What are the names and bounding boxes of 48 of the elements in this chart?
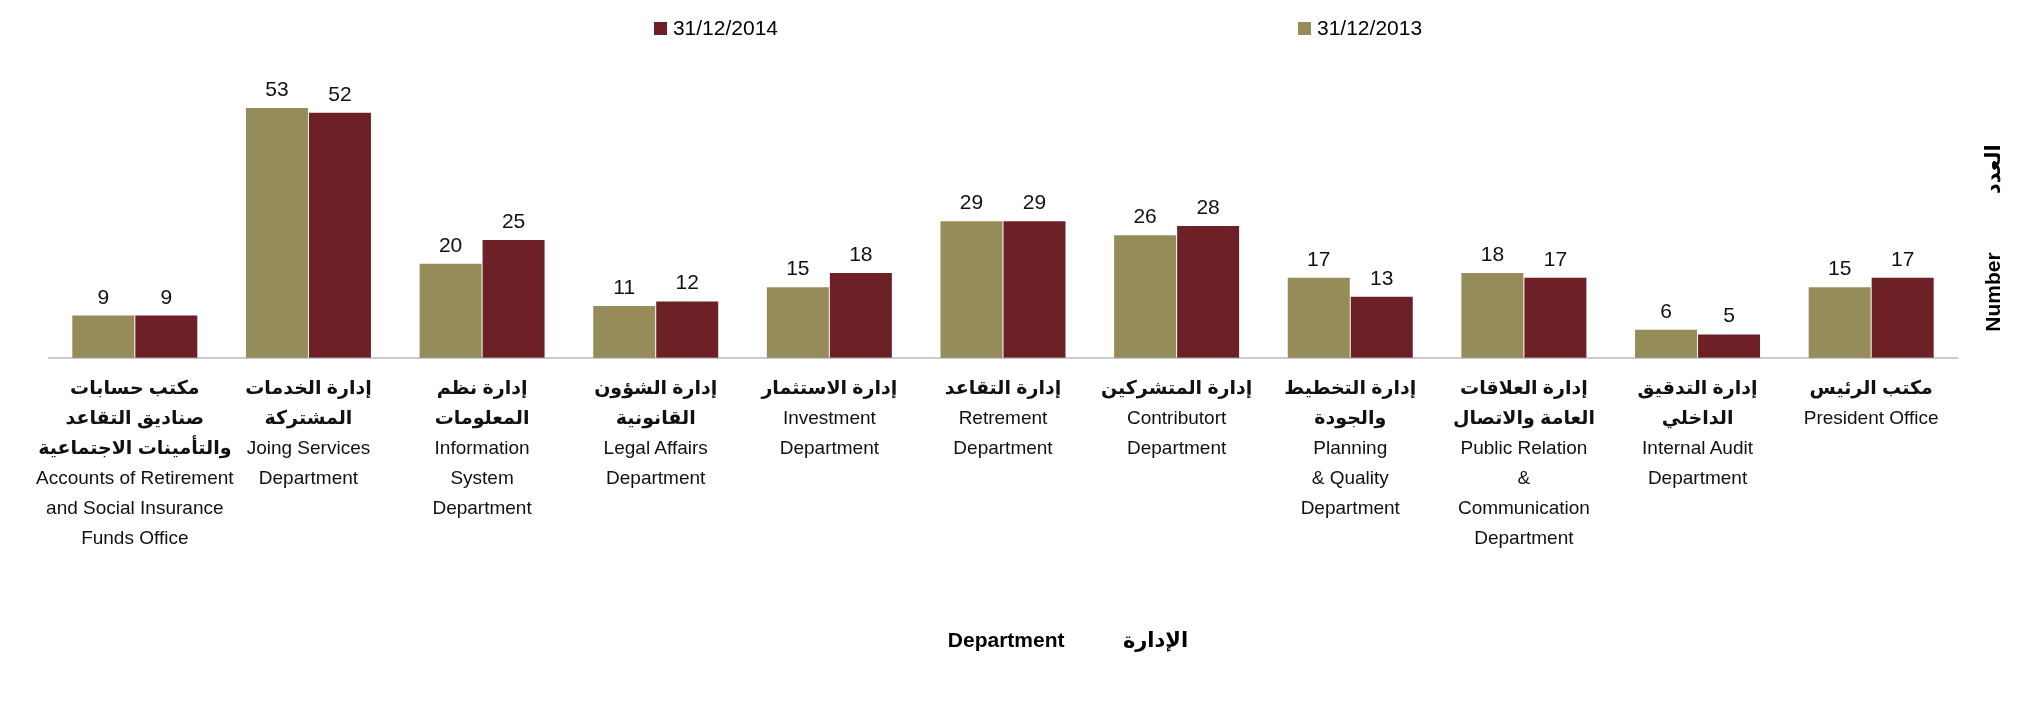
bar: [245, 108, 308, 358]
legend-label: 31/12/2014: [671, 16, 778, 40]
bar: [940, 221, 1003, 358]
bar: [308, 112, 371, 358]
data-label: 17: [1543, 246, 1568, 270]
data-label: 15: [1827, 256, 1852, 280]
data-label: 18: [849, 242, 873, 266]
data-label: 6: [1660, 298, 1672, 322]
data-label: 26: [1133, 204, 1157, 228]
bar: [1350, 296, 1413, 358]
data-label: 20: [438, 232, 463, 256]
data-label: 9: [97, 284, 110, 308]
data-label: 52: [328, 81, 352, 105]
data-label: 13: [1370, 265, 1394, 289]
bar: [482, 240, 545, 358]
data-label: 29: [959, 190, 984, 214]
bar: [829, 273, 892, 358]
data-label: 15: [786, 256, 810, 280]
bar: [766, 287, 829, 358]
data-label: 53: [265, 77, 289, 100]
bar: [1003, 221, 1066, 358]
bar: [1698, 334, 1761, 358]
data-label: 28: [1196, 194, 1220, 218]
bar: [1808, 287, 1871, 358]
bar: [593, 306, 656, 358]
bar: [656, 301, 719, 358]
data-label: 25: [501, 209, 526, 233]
data-label: 9: [160, 284, 173, 308]
bar: [419, 263, 482, 358]
bar: [1287, 277, 1350, 358]
data-label: 17: [1307, 246, 1331, 270]
data-label: 18: [1480, 242, 1505, 266]
legend-label: 31/12/2013: [1316, 16, 1423, 40]
bar: [1871, 277, 1934, 358]
bar: [1114, 235, 1177, 358]
data-label: 11: [613, 275, 636, 299]
bar: [72, 315, 135, 358]
data-label: 12: [675, 270, 699, 294]
y-axis-title: Number العدد: [1981, 144, 2005, 332]
bar: [1177, 225, 1240, 358]
data-label: 29: [1022, 190, 1047, 214]
bar: [135, 315, 198, 358]
bar: [1635, 329, 1698, 358]
bar: [1461, 273, 1524, 358]
bar: [1524, 277, 1587, 358]
x-axis-title: Department الإدارة: [946, 628, 1190, 652]
data-label: 17: [1890, 246, 1915, 270]
data-label: 5: [1723, 303, 1735, 327]
